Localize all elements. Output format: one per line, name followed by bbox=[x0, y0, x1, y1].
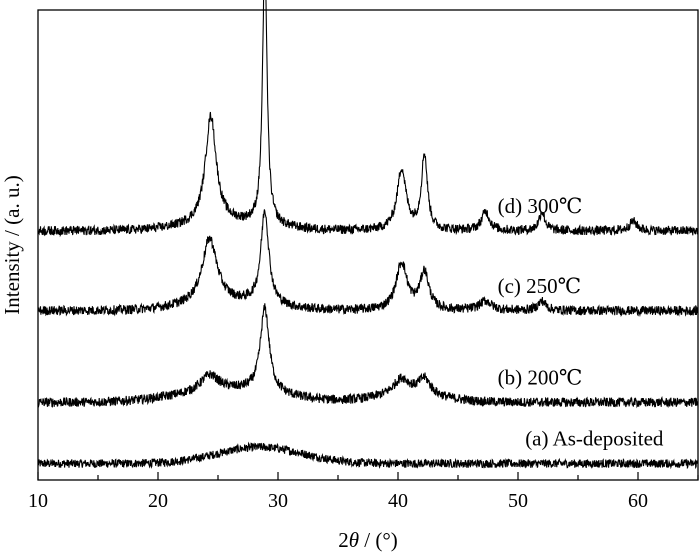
x-tick-label: 60 bbox=[628, 490, 648, 512]
x-axis-ticks: 10 20 30 40 50 60 bbox=[28, 472, 699, 512]
plot-area bbox=[37, 0, 699, 470]
x-tick-label: 10 bbox=[28, 490, 48, 512]
series-line-4 bbox=[37, 0, 699, 238]
series-label-1: (a) As-deposited bbox=[525, 427, 664, 451]
plot-frame bbox=[37, 9, 699, 481]
series-label-2: (b) 200℃ bbox=[498, 365, 583, 389]
x-tick-label: 50 bbox=[508, 490, 528, 512]
x-tick-label: 20 bbox=[148, 490, 168, 512]
y-axis-title: Intensity / (a. u.) bbox=[0, 175, 24, 314]
series-labels: (a) As-deposited (b) 200℃ (c) 250℃ (d) 300℃ bbox=[498, 194, 664, 451]
x-tick-label: 30 bbox=[268, 490, 288, 512]
series-line-2 bbox=[37, 303, 699, 409]
series-label-3: (c) 250℃ bbox=[498, 274, 582, 298]
series-line-1 bbox=[37, 441, 699, 470]
x-axis-title-suffix: / (°) bbox=[359, 528, 398, 552]
x-tick-label: 40 bbox=[388, 490, 408, 512]
x-axis-title: 2θ / (°) bbox=[338, 528, 398, 552]
x-axis-title-prefix: 2 bbox=[338, 528, 349, 552]
series-label-4: (d) 300℃ bbox=[498, 194, 583, 218]
series-line-3 bbox=[37, 209, 699, 318]
x-axis-title-symbol: θ bbox=[349, 528, 359, 552]
